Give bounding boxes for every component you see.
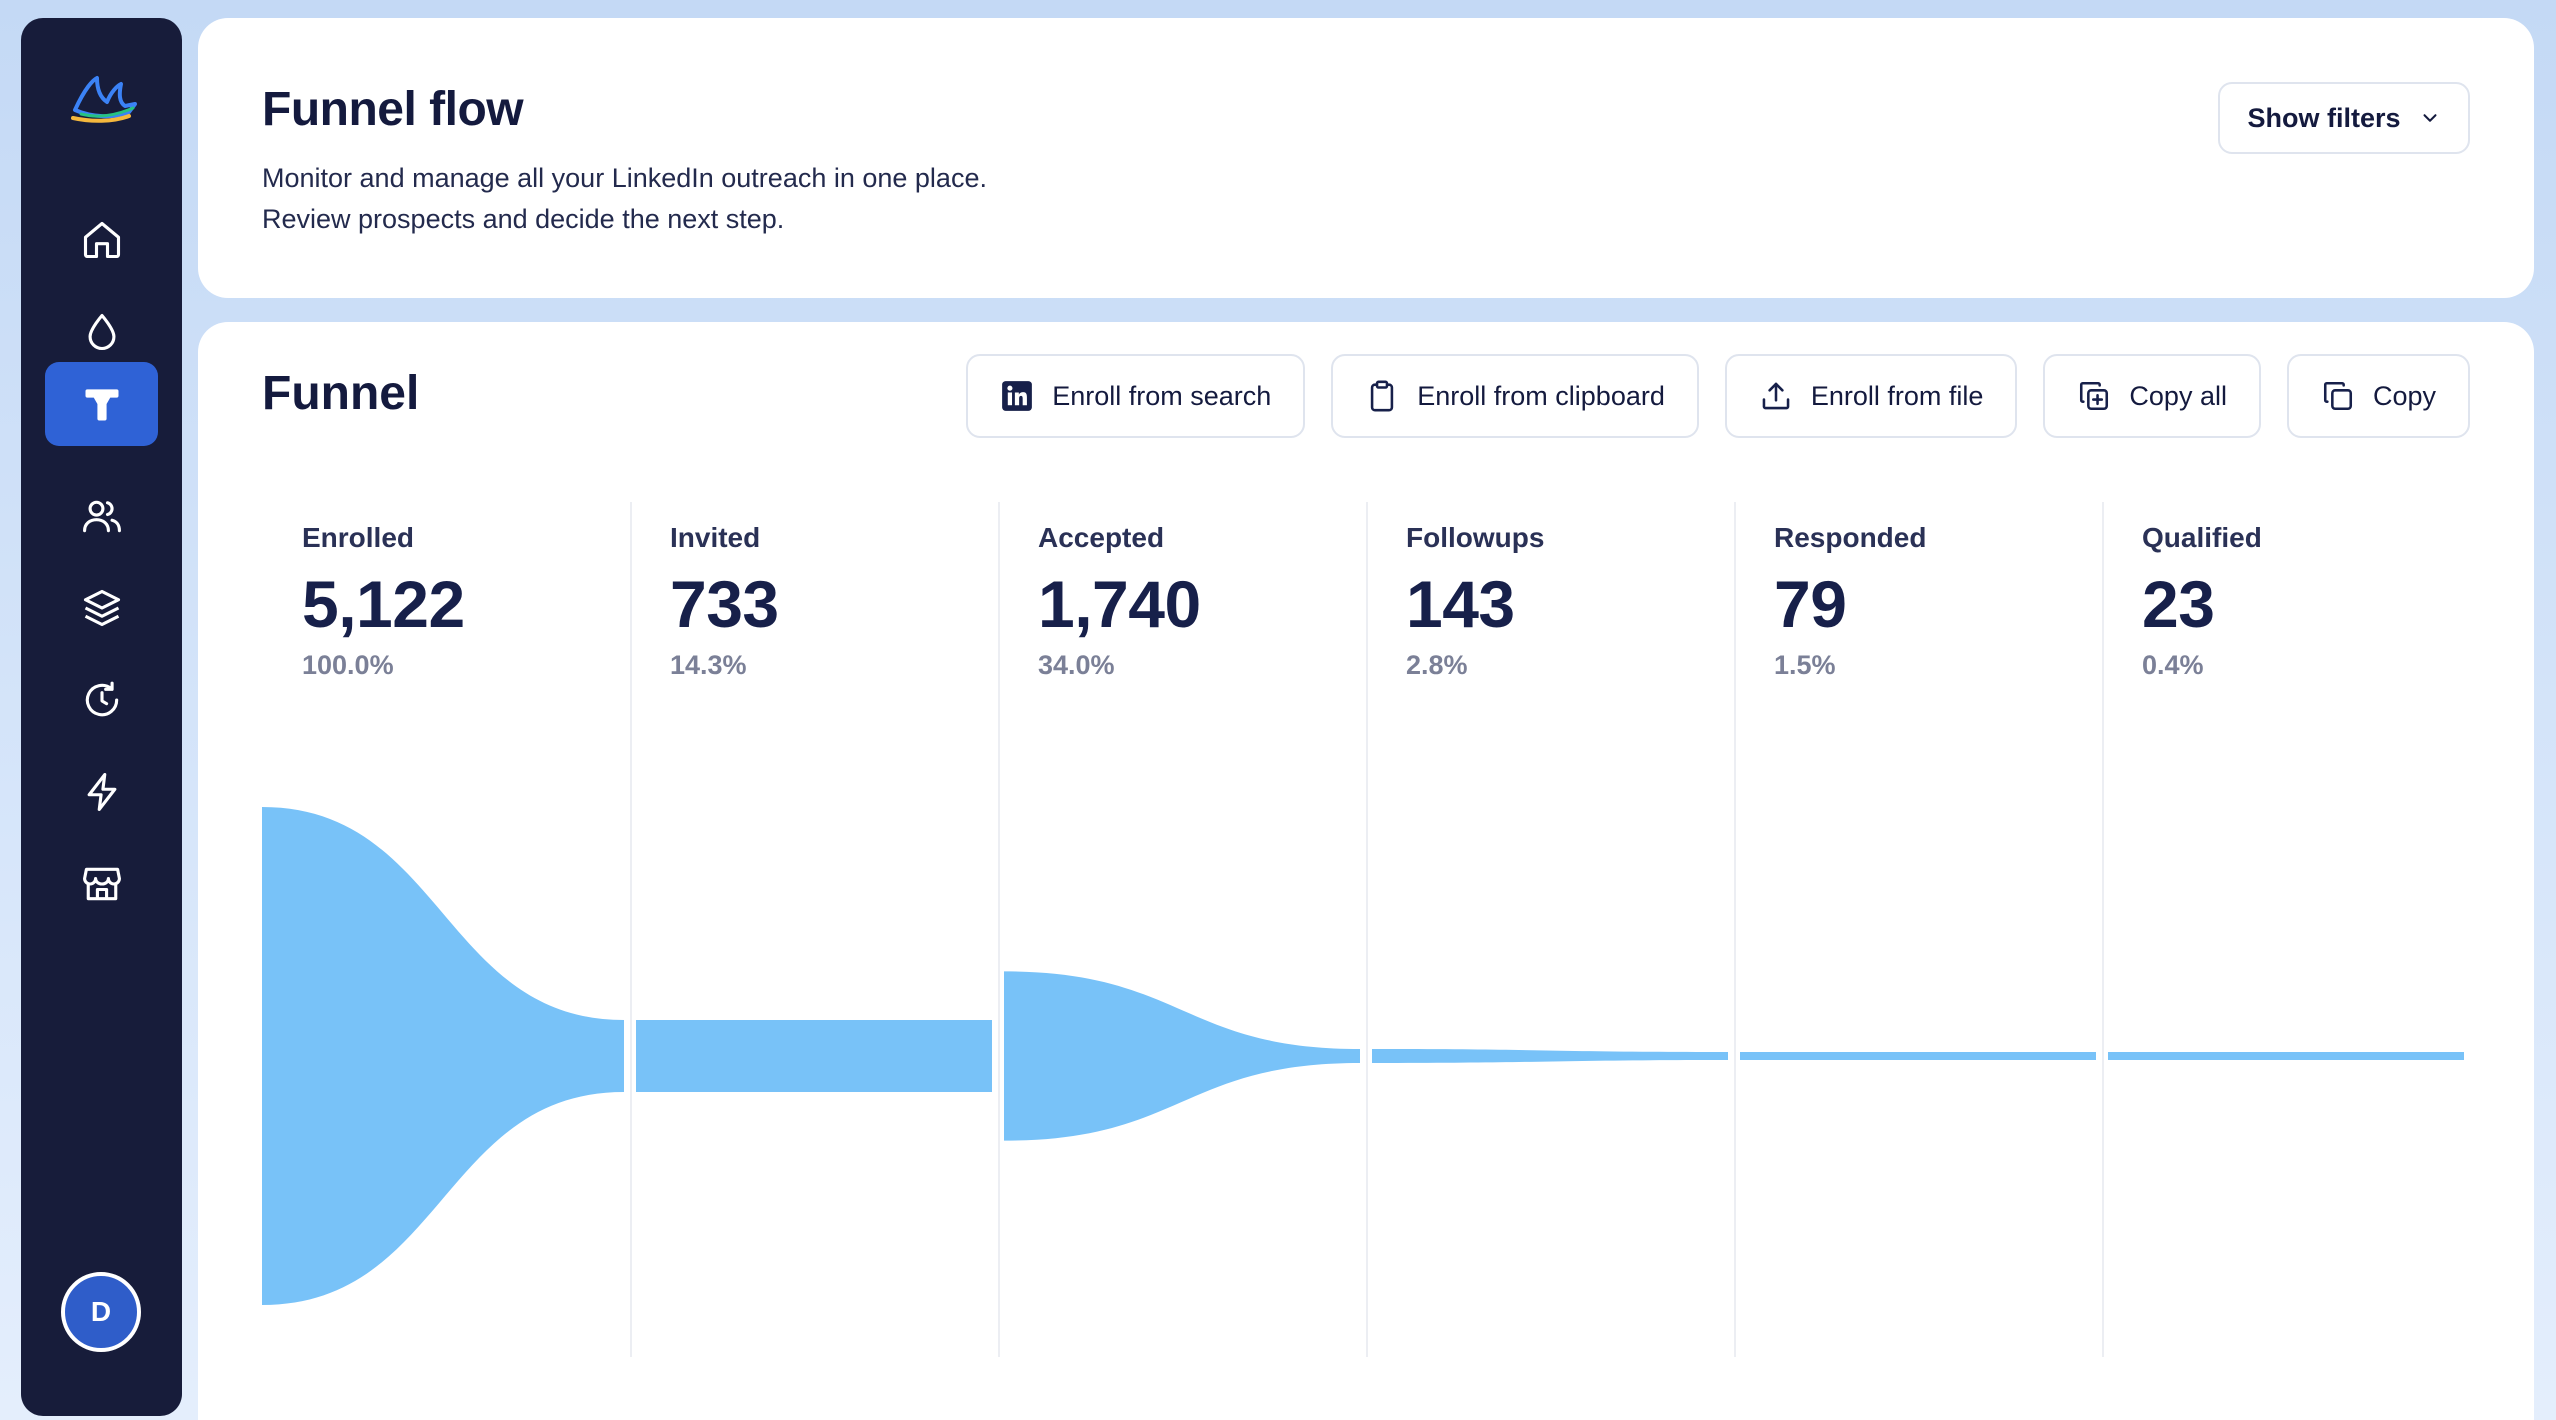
stage-percentage: 100.0% xyxy=(302,650,394,680)
stage-label: Responded xyxy=(1774,522,1927,553)
enroll-from-file-button[interactable]: Enroll from file xyxy=(1724,354,2018,438)
stage-label: Accepted xyxy=(1038,522,1165,553)
stage-label: Enrolled xyxy=(302,522,415,553)
stage-qualified[interactable]: Qualified 23 0.4% xyxy=(2142,522,2510,681)
copy-icon xyxy=(2323,381,2352,411)
sidebar-item-store[interactable] xyxy=(45,842,158,926)
linkedin-icon xyxy=(1002,381,1033,411)
stage-divider xyxy=(2102,502,2104,1357)
sidebar-item-automation[interactable] xyxy=(45,750,158,834)
store-icon xyxy=(82,867,121,901)
copy-button[interactable]: Copy xyxy=(2286,354,2470,438)
sidebar-item-home[interactable] xyxy=(45,198,158,282)
stage-label: Followups xyxy=(1406,522,1545,553)
stage-label: Invited xyxy=(670,522,761,553)
funnel-band-followups xyxy=(1372,1049,1728,1063)
stage-value: 79 xyxy=(1774,567,1847,641)
show-filters-label: Show filters xyxy=(2247,102,2401,133)
copy-all-label: Copy all xyxy=(2129,380,2227,411)
stage-value: 5,122 xyxy=(302,567,465,641)
stage-percentage: 1.5% xyxy=(1774,650,1836,680)
stage-value: 23 xyxy=(2142,567,2215,641)
page-header: Funnel flow Monitor and manage all your … xyxy=(198,18,2534,298)
funnel-band-enrolled xyxy=(262,807,624,1305)
stage-label: Qualified xyxy=(2142,522,2262,553)
enroll-from-clipboard-button[interactable]: Enroll from clipboard xyxy=(1331,354,1699,438)
stage-value: 1,740 xyxy=(1038,567,1201,641)
stage-invited[interactable]: Invited 733 14.3% xyxy=(670,522,1038,681)
chevron-down-icon xyxy=(2423,114,2437,122)
funnel-band-qualified xyxy=(2108,1052,2464,1060)
sidebar-item-droplet[interactable] xyxy=(45,290,158,374)
funnel-title: Funnel xyxy=(262,367,420,420)
enroll-from-search-label: Enroll from search xyxy=(1052,380,1272,411)
enroll-from-file-label: Enroll from file xyxy=(1810,380,1984,411)
page-description: Monitor and manage all your LinkedIn out… xyxy=(262,158,987,240)
stage-divider xyxy=(630,502,632,1357)
description-line: Monitor and manage all your LinkedIn out… xyxy=(262,163,987,193)
stage-percentage: 2.8% xyxy=(1406,650,1468,680)
stage-percentage: 34.0% xyxy=(1038,650,1115,680)
funnel-card: Funnel Enroll from search Enroll from cl… xyxy=(198,322,2534,1420)
enroll-from-search-button[interactable]: Enroll from search xyxy=(966,354,1306,438)
enroll-from-clipboard-label: Enroll from clipboard xyxy=(1417,380,1665,411)
stage-divider xyxy=(1734,502,1736,1357)
upload-icon xyxy=(1762,382,1790,410)
copy-label: Copy xyxy=(2372,380,2436,411)
stage-value: 143 xyxy=(1406,567,1515,641)
sidebar-item-history[interactable] xyxy=(45,658,158,742)
layers-icon xyxy=(83,589,120,627)
stage-accepted[interactable]: Accepted 1,740 34.0% xyxy=(1038,522,1406,681)
history-icon xyxy=(85,681,118,717)
stage-value: 733 xyxy=(670,567,779,641)
sidebar: D xyxy=(21,18,182,1416)
copy-all-icon xyxy=(2080,381,2109,411)
stage-percentage: 0.4% xyxy=(2142,650,2204,680)
funnel-band-invited xyxy=(636,1020,992,1092)
funnel-band-responded xyxy=(1740,1052,2096,1060)
sidebar-item-users[interactable] xyxy=(45,474,158,558)
stage-followups[interactable]: Followups 143 2.8% xyxy=(1406,522,1774,681)
stage-divider xyxy=(998,502,1000,1357)
funnel-toolbar: Enroll from search Enroll from clipboard… xyxy=(966,354,2470,438)
page-title: Funnel flow xyxy=(262,83,524,136)
funnel-band-accepted xyxy=(1004,971,1360,1141)
show-filters-button[interactable]: Show filters xyxy=(2218,82,2470,154)
stage-responded[interactable]: Responded 79 1.5% xyxy=(1774,522,2142,681)
funnel-icon xyxy=(85,389,118,421)
copy-all-button[interactable]: Copy all xyxy=(2043,354,2261,438)
lightning-icon xyxy=(87,773,116,811)
description-line: Review prospects and decide the next ste… xyxy=(262,204,785,234)
users-icon xyxy=(82,500,121,533)
stage-percentage: 14.3% xyxy=(670,650,747,680)
sidebar-item-funnel[interactable] xyxy=(45,362,158,446)
home-icon xyxy=(83,221,120,259)
clipboard-icon xyxy=(1371,380,1394,412)
app-logo[interactable] xyxy=(67,68,141,128)
sidebar-item-layers[interactable] xyxy=(45,566,158,650)
avatar[interactable]: D xyxy=(61,1272,141,1352)
droplet-icon xyxy=(88,313,115,351)
funnel-chart xyxy=(262,807,2464,1305)
stage-enrolled[interactable]: Enrolled 5,122 100.0% xyxy=(302,522,670,681)
stage-divider xyxy=(1366,502,1368,1357)
